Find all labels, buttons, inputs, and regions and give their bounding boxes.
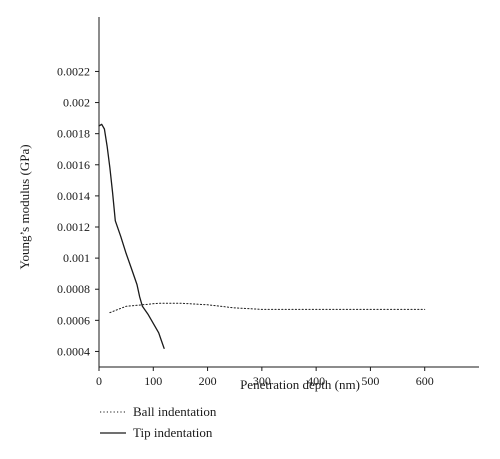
plot-area bbox=[98, 123, 426, 349]
legend-label-ball-indentation: Ball indentation bbox=[133, 404, 217, 419]
y-tick-label: 0.002 bbox=[63, 96, 90, 110]
x-tick-label: 0 bbox=[96, 374, 102, 388]
x-tick-label: 100 bbox=[144, 374, 162, 388]
series-line-ball-indentation bbox=[109, 302, 426, 314]
x-tick-label: 200 bbox=[199, 374, 217, 388]
x-tick-label: 600 bbox=[416, 374, 434, 388]
x-axis-title: Penetration depth (nm) bbox=[240, 377, 360, 392]
y-tick-label: 0.0012 bbox=[57, 220, 90, 234]
x-tick-label: 500 bbox=[361, 374, 379, 388]
y-tick-label: 0.0016 bbox=[57, 158, 90, 172]
x-axis-ticks: 0 100 200 300 400 500 600 bbox=[96, 367, 434, 388]
x-tick-label: 400 bbox=[307, 374, 325, 388]
y-axis-ticks: 0.0004 0.0006 0.0008 0.001 0.0012 0.0014 0.001… bbox=[57, 64, 99, 358]
y-tick-label: 0.0004 bbox=[57, 344, 90, 358]
legend-label-tip-indentation: Tip indentation bbox=[133, 425, 213, 440]
y-tick-label: 0.001 bbox=[63, 251, 90, 265]
series-line-tip-indentation bbox=[98, 123, 165, 349]
y-tick-label: 0.0008 bbox=[57, 282, 90, 296]
y-tick-label: 0.0018 bbox=[57, 127, 90, 141]
legend: Ball indentation Tip indentation bbox=[100, 404, 217, 440]
y-tick-label: 0.0006 bbox=[57, 313, 90, 327]
y-tick-label: 0.0014 bbox=[57, 189, 90, 203]
x-tick-label: 300 bbox=[253, 374, 271, 388]
y-axis-title: Young’s modulus (GPa) bbox=[17, 144, 32, 269]
y-tick-label: 0.0022 bbox=[57, 64, 90, 78]
